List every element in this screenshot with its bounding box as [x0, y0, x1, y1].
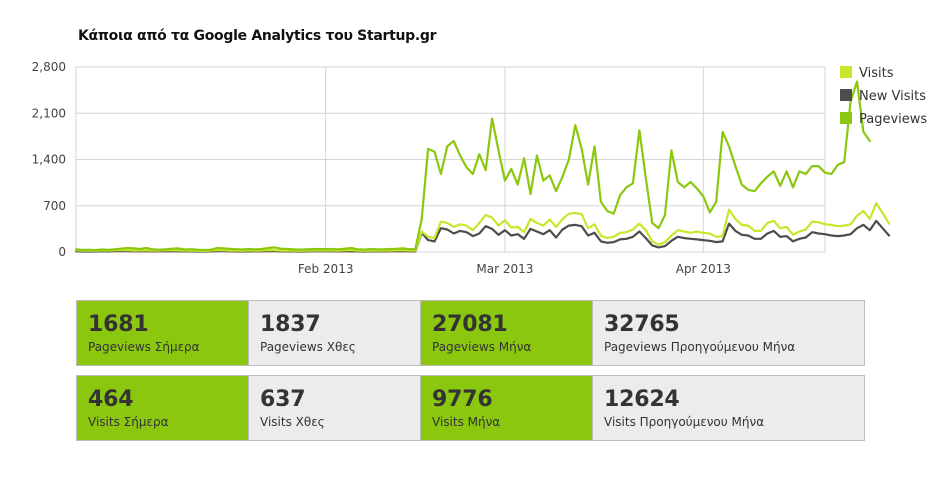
- stat-label: Pageviews Σήμερα: [88, 340, 200, 354]
- y-tick-label: 2,100: [32, 106, 66, 120]
- visits-stats-row: 464 Visits Σήμερα 637 Visits Χθες 9776 V…: [76, 375, 865, 441]
- stat-value: 1837: [260, 312, 321, 337]
- stat-label: Visits Χθες: [260, 415, 325, 429]
- y-tick-label: 2,800: [32, 60, 66, 74]
- stat-pageviews-yesterday: 1837 Pageviews Χθες: [249, 301, 421, 365]
- stat-visits-month: 9776 Visits Μήνα: [421, 376, 593, 440]
- stat-pageviews-today: 1681 Pageviews Σήμερα: [77, 301, 249, 365]
- legend-label-new-visits: New Visits: [859, 89, 926, 104]
- page-title: Κάποια από τα Google Analytics του Start…: [78, 28, 437, 44]
- stat-value: 637: [260, 387, 306, 412]
- plot-frame: [75, 66, 826, 253]
- stat-label: Visits Προηγούμενου Μήνα: [604, 415, 765, 429]
- series-line-visits: [74, 202, 891, 252]
- stat-value: 27081: [432, 312, 508, 337]
- stat-label: Visits Σήμερα: [88, 415, 169, 429]
- legend-label-visits: Visits: [859, 66, 894, 81]
- stat-visits-previous-month: 12624 Visits Προηγούμενου Μήνα: [593, 376, 864, 440]
- line-chart: 0 700 1,400 2,100 2,800 Feb 2013 Mar 2013 Apr 2…: [32, 60, 928, 276]
- stat-label: Pageviews Χθες: [260, 340, 356, 354]
- stat-value: 32765: [604, 312, 680, 337]
- y-tick-label: 1,400: [32, 153, 66, 167]
- legend-swatch-new-visits: [840, 89, 852, 101]
- legend-swatch-pageviews: [840, 112, 852, 124]
- stat-value: 9776: [432, 387, 493, 412]
- stat-visits-yesterday: 637 Visits Χθες: [249, 376, 421, 440]
- series-line-new-visits: [74, 219, 891, 253]
- stat-value: 12624: [604, 387, 680, 412]
- legend-swatch-visits: [840, 66, 852, 78]
- x-tick-label: Mar 2013: [476, 262, 533, 276]
- series-line-pageviews: [74, 80, 871, 252]
- x-tick-label: Feb 2013: [298, 262, 354, 276]
- x-tick-label: Apr 2013: [676, 262, 731, 276]
- stat-pageviews-month: 27081 Pageviews Μήνα: [421, 301, 593, 365]
- legend-label-pageviews: Pageviews: [859, 112, 927, 127]
- y-tick-label: 700: [43, 199, 66, 213]
- stat-label: Visits Μήνα: [432, 415, 501, 429]
- stat-visits-today: 464 Visits Σήμερα: [77, 376, 249, 440]
- stat-value: 464: [88, 387, 134, 412]
- stat-label: Pageviews Μήνα: [432, 340, 532, 354]
- stat-label: Pageviews Προηγούμενου Μήνα: [604, 340, 796, 354]
- stat-pageviews-previous-month: 32765 Pageviews Προηγούμενου Μήνα: [593, 301, 864, 365]
- y-tick-label: 0: [58, 245, 66, 259]
- pageviews-stats-row: 1681 Pageviews Σήμερα 1837 Pageviews Χθε…: [76, 300, 865, 366]
- stat-value: 1681: [88, 312, 149, 337]
